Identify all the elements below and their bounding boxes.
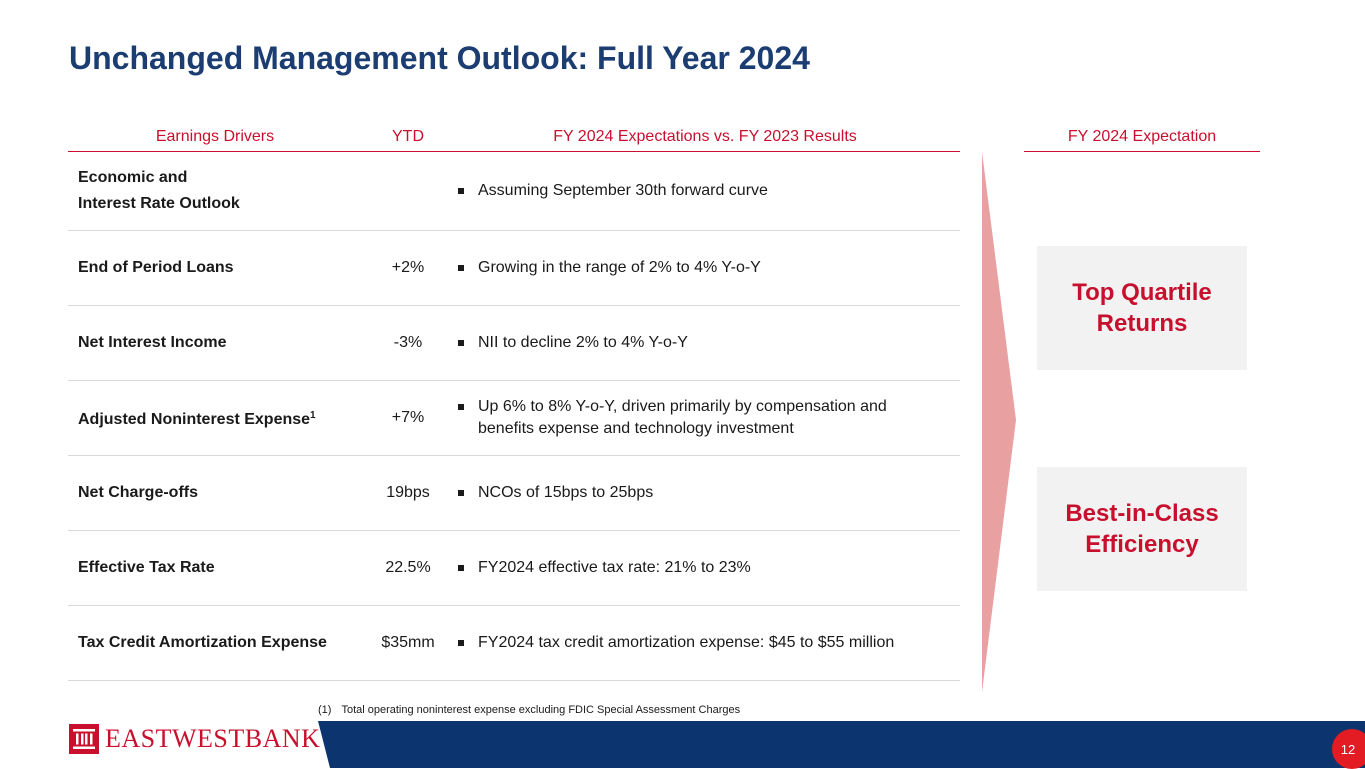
header-ytd: YTD	[392, 128, 424, 145]
table-row-economic-outlook: Economic and Interest Rate Outlook Assum…	[68, 152, 960, 231]
row-ytd: 19bps	[386, 484, 430, 501]
footer-band	[318, 721, 1365, 768]
header-expectations: FY 2024 Expectations vs. FY 2023 Results	[553, 128, 857, 145]
bank-logo-icon	[69, 724, 99, 754]
row-driver: Effective Tax Rate	[78, 559, 215, 576]
outcome-top-quartile-returns: Top Quartile Returns	[1037, 246, 1247, 370]
table-row-nii: Net Interest Income -3% NII to decline 2…	[68, 306, 960, 381]
row-expectation: NCOs of 15bps to 25bps	[458, 482, 928, 504]
row-ytd: +2%	[391, 259, 425, 276]
chevron-arrow-icon	[982, 152, 1016, 692]
table-row-tax-credit: Tax Credit Amortization Expense $35mm FY…	[68, 606, 960, 681]
bullet-icon	[458, 565, 464, 571]
row-expectation: NII to decline 2% to 4% Y-o-Y	[458, 332, 928, 354]
row-driver: Net Charge-offs	[78, 484, 199, 501]
bullet-icon	[458, 640, 464, 646]
east-west-bank-logo: EASTWESTBANK	[69, 723, 320, 755]
table-row-charge-offs: Net Charge-offs 19bps NCOs of 15bps to 2…	[68, 456, 960, 531]
header-fy-expectation: FY 2024 Expectation	[1067, 128, 1217, 145]
bullet-icon	[458, 340, 464, 346]
row-driver: Adjusted Noninterest Expense1	[78, 409, 316, 429]
table-row-tax-rate: Effective Tax Rate 22.5% FY2024 effectiv…	[68, 531, 960, 606]
row-driver: End of Period Loans	[78, 259, 234, 276]
table-row-loans: End of Period Loans +2% Growing in the r…	[68, 231, 960, 306]
bullet-icon	[458, 265, 464, 271]
footnote: (1) Total operating noninterest expense e…	[318, 704, 741, 716]
footnote-ref: 1	[310, 409, 316, 421]
table-row-noninterest-expense: Adjusted Noninterest Expense1 +7% Up 6% …	[68, 381, 960, 456]
header-rule-table	[68, 151, 960, 152]
row-ytd: +7%	[391, 409, 425, 426]
row-expectation: Growing in the range of 2% to 4% Y-o-Y	[458, 257, 928, 279]
row-driver: Net Interest Income	[78, 334, 227, 351]
header-earnings-drivers: Earnings Drivers	[155, 128, 275, 145]
row-ytd: 22.5%	[385, 559, 431, 576]
row-expectation: Up 6% to 8% Y-o-Y, driven primarily by c…	[458, 396, 928, 440]
logo-text: EASTWESTBANK	[105, 724, 321, 753]
bullet-icon	[458, 404, 464, 410]
row-ytd: -3%	[393, 334, 423, 351]
row-expectation: FY2024 effective tax rate: 21% to 23%	[458, 557, 928, 579]
bullet-icon	[458, 490, 464, 496]
header-rule-expectation	[1024, 151, 1260, 152]
page-number: 12	[1332, 729, 1365, 769]
page-title: Unchanged Management Outlook: Full Year …	[69, 40, 810, 76]
outcome-best-in-class-efficiency: Best-in-Class Efficiency	[1037, 467, 1247, 591]
row-driver: Economic and Interest Rate Outlook	[78, 169, 240, 212]
row-expectation: Assuming September 30th forward curve	[458, 180, 928, 202]
bullet-icon	[458, 188, 464, 194]
row-driver: Tax Credit Amortization Expense	[78, 634, 327, 651]
row-expectation: FY2024 tax credit amortization expense: …	[458, 632, 928, 654]
row-ytd: $35mm	[381, 634, 435, 651]
